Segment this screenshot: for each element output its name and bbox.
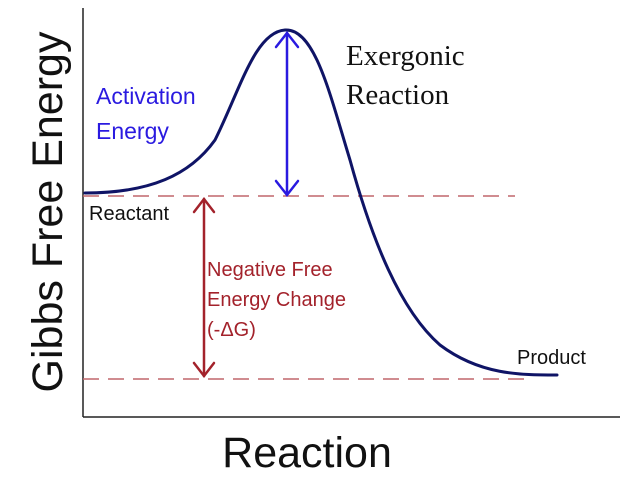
reactant-label: Reactant (89, 203, 169, 225)
title-line-1: Exergonic (346, 40, 465, 72)
delta-label-line-2: Energy Change (207, 289, 346, 311)
delta-g-arrow (192, 196, 216, 379)
title-line-2: Reaction (346, 79, 450, 111)
product-label: Product (517, 347, 586, 369)
x-axis-label: Reaction (222, 429, 392, 477)
delta-label-line-1: Negative Free (207, 259, 333, 281)
y-axis-label: Gibbs Free Energy (24, 31, 72, 392)
activation-energy-arrow (274, 30, 300, 198)
energy-curve (83, 28, 559, 377)
activation-label-line-2: Energy (96, 118, 169, 144)
activation-label-line-1: Activation (96, 83, 196, 109)
delta-label-line-3: (-ΔG) (207, 319, 256, 341)
